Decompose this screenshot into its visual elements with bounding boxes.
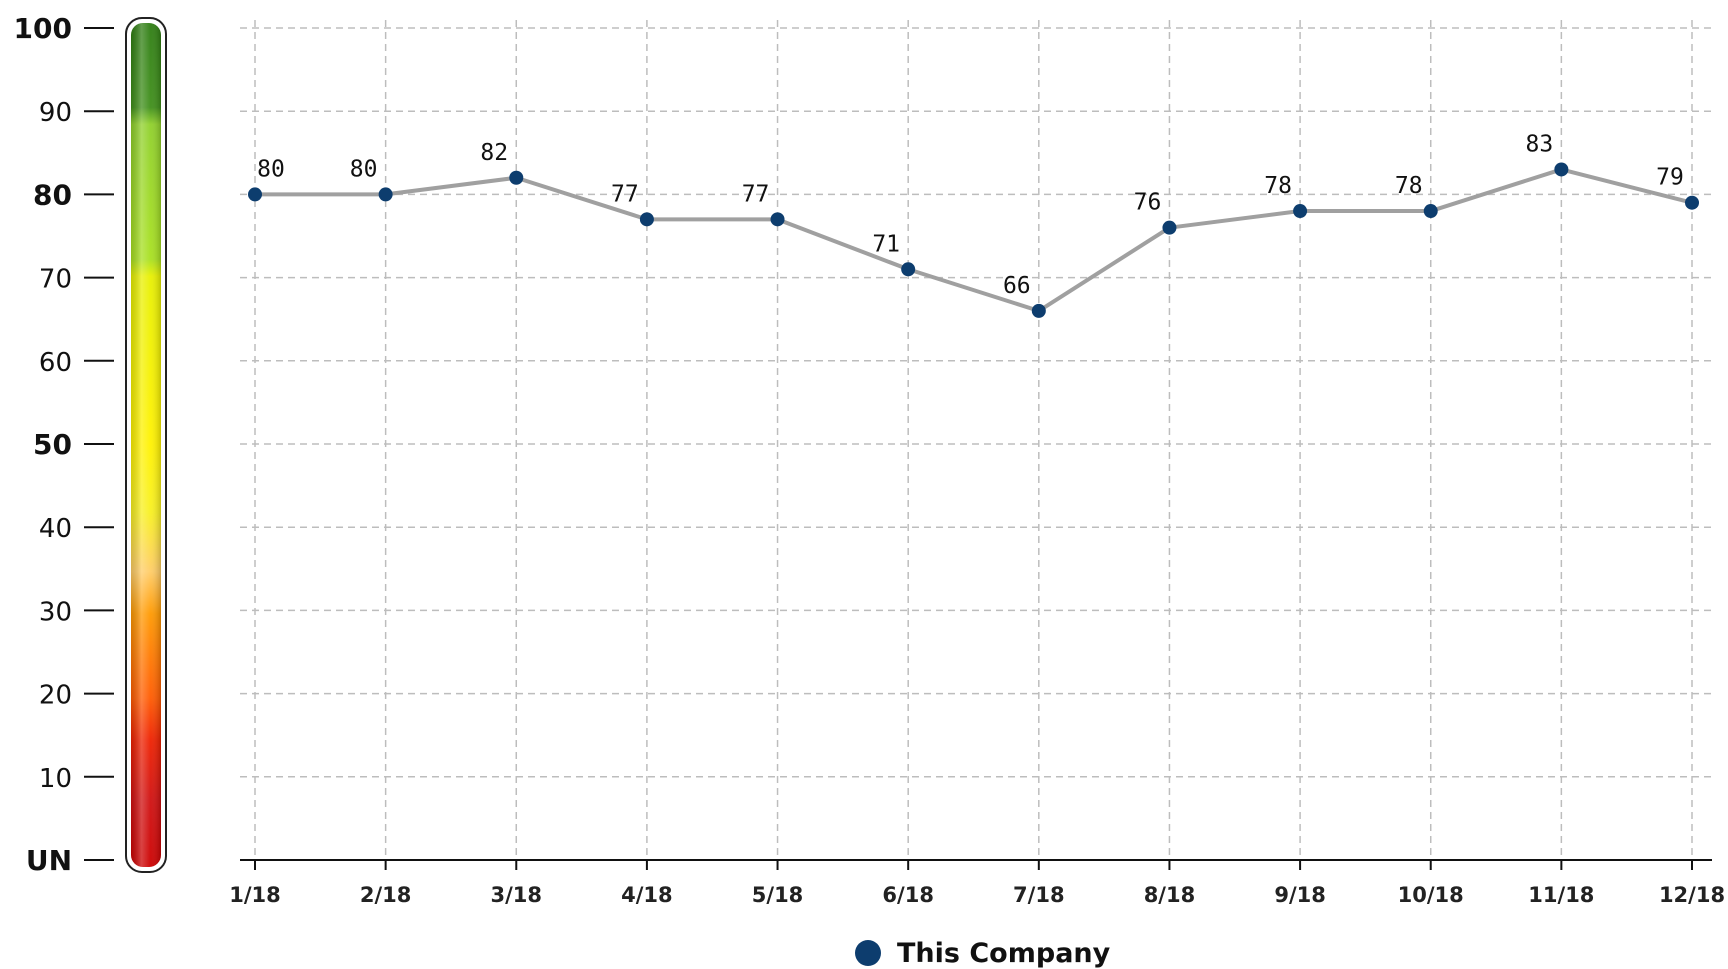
y-tick-label: 90	[39, 98, 72, 128]
data-label: 77	[611, 181, 639, 207]
x-tick-label: 3/18	[491, 883, 543, 907]
data-label: 83	[1526, 131, 1554, 157]
data-point[interactable]	[639, 212, 654, 227]
color-scale-shine	[131, 23, 161, 867]
data-label: 80	[257, 156, 285, 182]
data-point[interactable]	[509, 170, 524, 185]
y-tick-label: 40	[39, 514, 72, 544]
x-tick-label: 9/18	[1274, 883, 1326, 907]
data-point[interactable]	[1162, 220, 1177, 235]
data-point[interactable]	[1685, 195, 1699, 210]
x-tick-label: 6/18	[882, 883, 934, 907]
x-tick-label: 7/18	[1013, 883, 1065, 907]
data-label: 77	[742, 181, 770, 207]
series-line	[255, 167, 1693, 313]
series-this-company: 80 80 82 77 77 71 66 76 78 78 83 79	[248, 131, 1699, 318]
x-tick-label: 10/18	[1398, 883, 1464, 907]
x-tick-label: 11/18	[1528, 883, 1594, 907]
y-tick-label: 30	[39, 597, 72, 627]
x-tick-label: 1/18	[229, 883, 281, 907]
data-label: 78	[1264, 173, 1292, 199]
x-tick-label: 2/18	[360, 883, 412, 907]
data-point[interactable]	[1554, 162, 1569, 177]
data-label: 82	[480, 140, 508, 166]
data-point[interactable]	[901, 262, 916, 277]
data-point[interactable]	[770, 212, 785, 227]
legend: This Company	[855, 938, 1111, 969]
x-tick-label: 8/18	[1144, 883, 1196, 907]
legend-marker	[855, 940, 881, 966]
x-axis: 1/18 2/18 3/18 4/18 5/18 6/18 7/18 8/18 9/18 10/1…	[229, 859, 1725, 907]
y-tick-label: 80	[33, 178, 72, 211]
y-tick-label: 20	[39, 681, 72, 711]
y-tick-label: 60	[39, 348, 72, 378]
x-tick-label: 4/18	[621, 883, 673, 907]
data-label: 71	[872, 231, 900, 257]
y-tick-label: 70	[39, 265, 72, 295]
y-tick-label: 50	[33, 428, 72, 461]
grid-lines	[240, 20, 1712, 860]
y-tick-label: 10	[39, 764, 72, 794]
data-point[interactable]	[1293, 204, 1308, 219]
data-point[interactable]	[248, 187, 262, 202]
data-point[interactable]	[1423, 204, 1438, 219]
x-tick-label: 12/18	[1659, 883, 1725, 907]
data-label: 78	[1395, 173, 1423, 199]
x-tick-label: 5/18	[752, 883, 804, 907]
legend-label: This Company	[897, 938, 1111, 969]
data-label: 76	[1134, 190, 1162, 216]
y-tick-label: 100	[14, 12, 72, 45]
y-axis: 100 90 80 70 60 50 40 30 20 10 UN	[14, 12, 114, 877]
data-label: 66	[1003, 273, 1031, 299]
data-label: 80	[350, 156, 378, 182]
y-tick-label: UN	[26, 844, 72, 877]
data-point[interactable]	[378, 187, 393, 202]
data-point[interactable]	[1031, 303, 1046, 318]
data-label: 79	[1656, 165, 1684, 191]
color-scale-bar	[125, 17, 167, 873]
